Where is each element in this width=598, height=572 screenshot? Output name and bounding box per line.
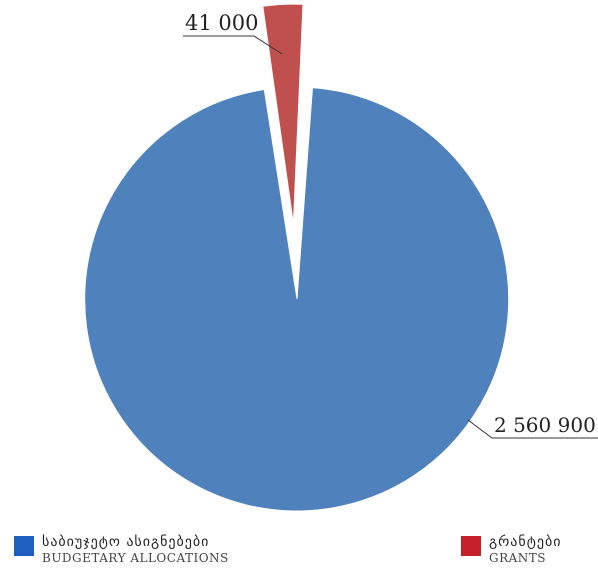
data-label-budget: 2 560 900 — [494, 413, 596, 437]
legend-label-ka: საბიუჯეტო ასიგნებები — [42, 534, 210, 550]
leader-line-grants — [183, 35, 283, 55]
leader-line-budget — [467, 419, 598, 439]
legend-swatch-grants — [461, 536, 481, 556]
legend-label-en: GRANTS — [489, 551, 547, 565]
legend-label-ka: გრანტები — [489, 534, 562, 550]
data-label-grants: 41 000 — [185, 11, 258, 35]
pie-slice-grants — [262, 3, 304, 225]
legend-item-budgetary-allocations: საბიუჯეტო ასიგნებები BUDGETARY ALLOCATIO… — [14, 534, 229, 566]
legend-swatch-budget — [14, 536, 34, 556]
legend-label-en: BUDGETARY ALLOCATIONS — [42, 551, 229, 565]
pie-slice-budgetary-allocations — [84, 87, 510, 512]
legend-item-grants: გრანტები GRANTS — [461, 534, 561, 566]
pie-chart: 41 000 2 560 900 — [84, 3, 598, 512]
